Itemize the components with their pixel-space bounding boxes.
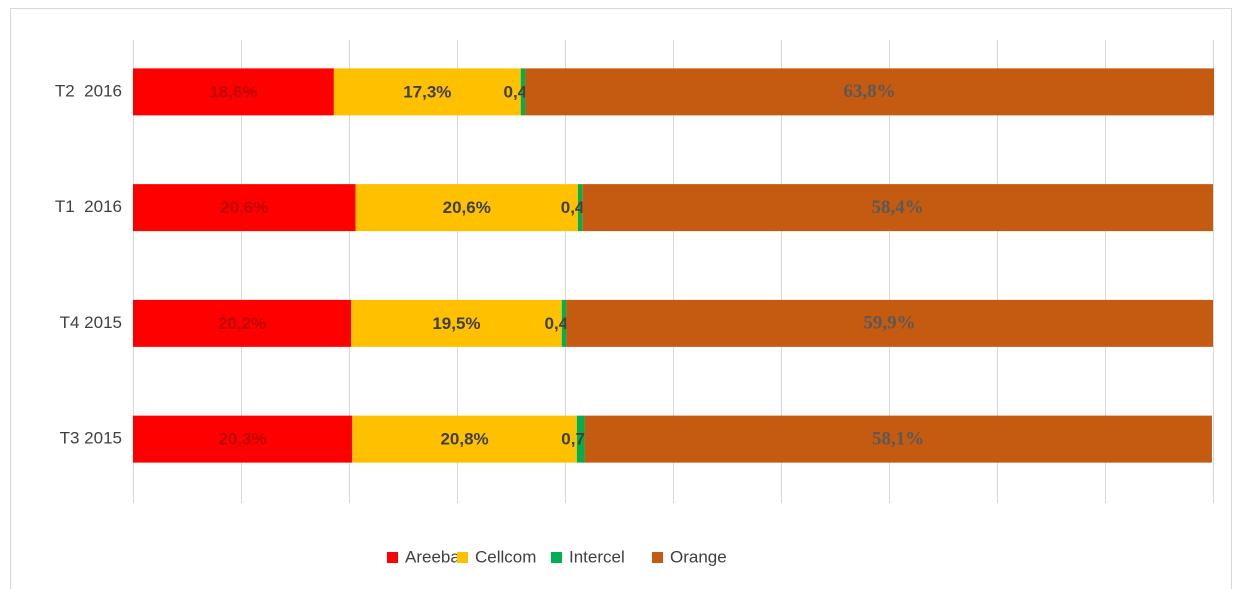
data-label: 58,4%	[872, 197, 924, 218]
data-label: 63,8%	[843, 81, 895, 102]
bar-segment	[577, 184, 583, 232]
legend-label: Intercel	[569, 547, 625, 566]
bar-segment	[133, 184, 356, 232]
bar-segment	[520, 68, 526, 116]
data-label: 59,9%	[863, 313, 915, 334]
category-label: T4 2015	[60, 313, 122, 332]
category-label: T2 2016	[55, 81, 122, 100]
legend-label: Orange	[670, 547, 727, 566]
category-label: T1 2016	[55, 197, 122, 216]
data-label: 20,6%	[220, 198, 268, 217]
bar-segment	[566, 299, 1213, 347]
bar-segment	[525, 68, 1215, 116]
legend-swatch	[387, 552, 398, 563]
bar-segment	[582, 184, 1213, 232]
bar-segment	[133, 415, 353, 463]
bar-segment	[351, 299, 562, 347]
data-label: 20,3%	[219, 430, 267, 449]
legend-swatch	[457, 552, 468, 563]
data-label: 20,2%	[218, 314, 266, 333]
data-label: 20,6%	[443, 198, 491, 217]
bar-segment	[333, 68, 521, 116]
category-label: T3 2015	[60, 429, 122, 448]
bar-segment	[352, 415, 577, 463]
bar-segment	[576, 415, 585, 463]
data-label: 58,1%	[872, 428, 924, 449]
legend-label: Areeba	[405, 547, 460, 566]
legend-swatch	[652, 552, 663, 563]
bar-segment	[355, 184, 578, 232]
legend-label: Cellcom	[475, 547, 536, 566]
bar-segment	[133, 68, 334, 116]
data-label: 19,5%	[432, 314, 480, 333]
data-label: 17,3%	[403, 82, 451, 101]
data-label: 20,8%	[440, 430, 488, 449]
data-label: 18,6%	[209, 82, 257, 101]
legend-swatch	[551, 552, 562, 563]
bar-segment	[133, 299, 352, 347]
bar-segment	[561, 299, 567, 347]
bar-segment	[584, 415, 1212, 463]
